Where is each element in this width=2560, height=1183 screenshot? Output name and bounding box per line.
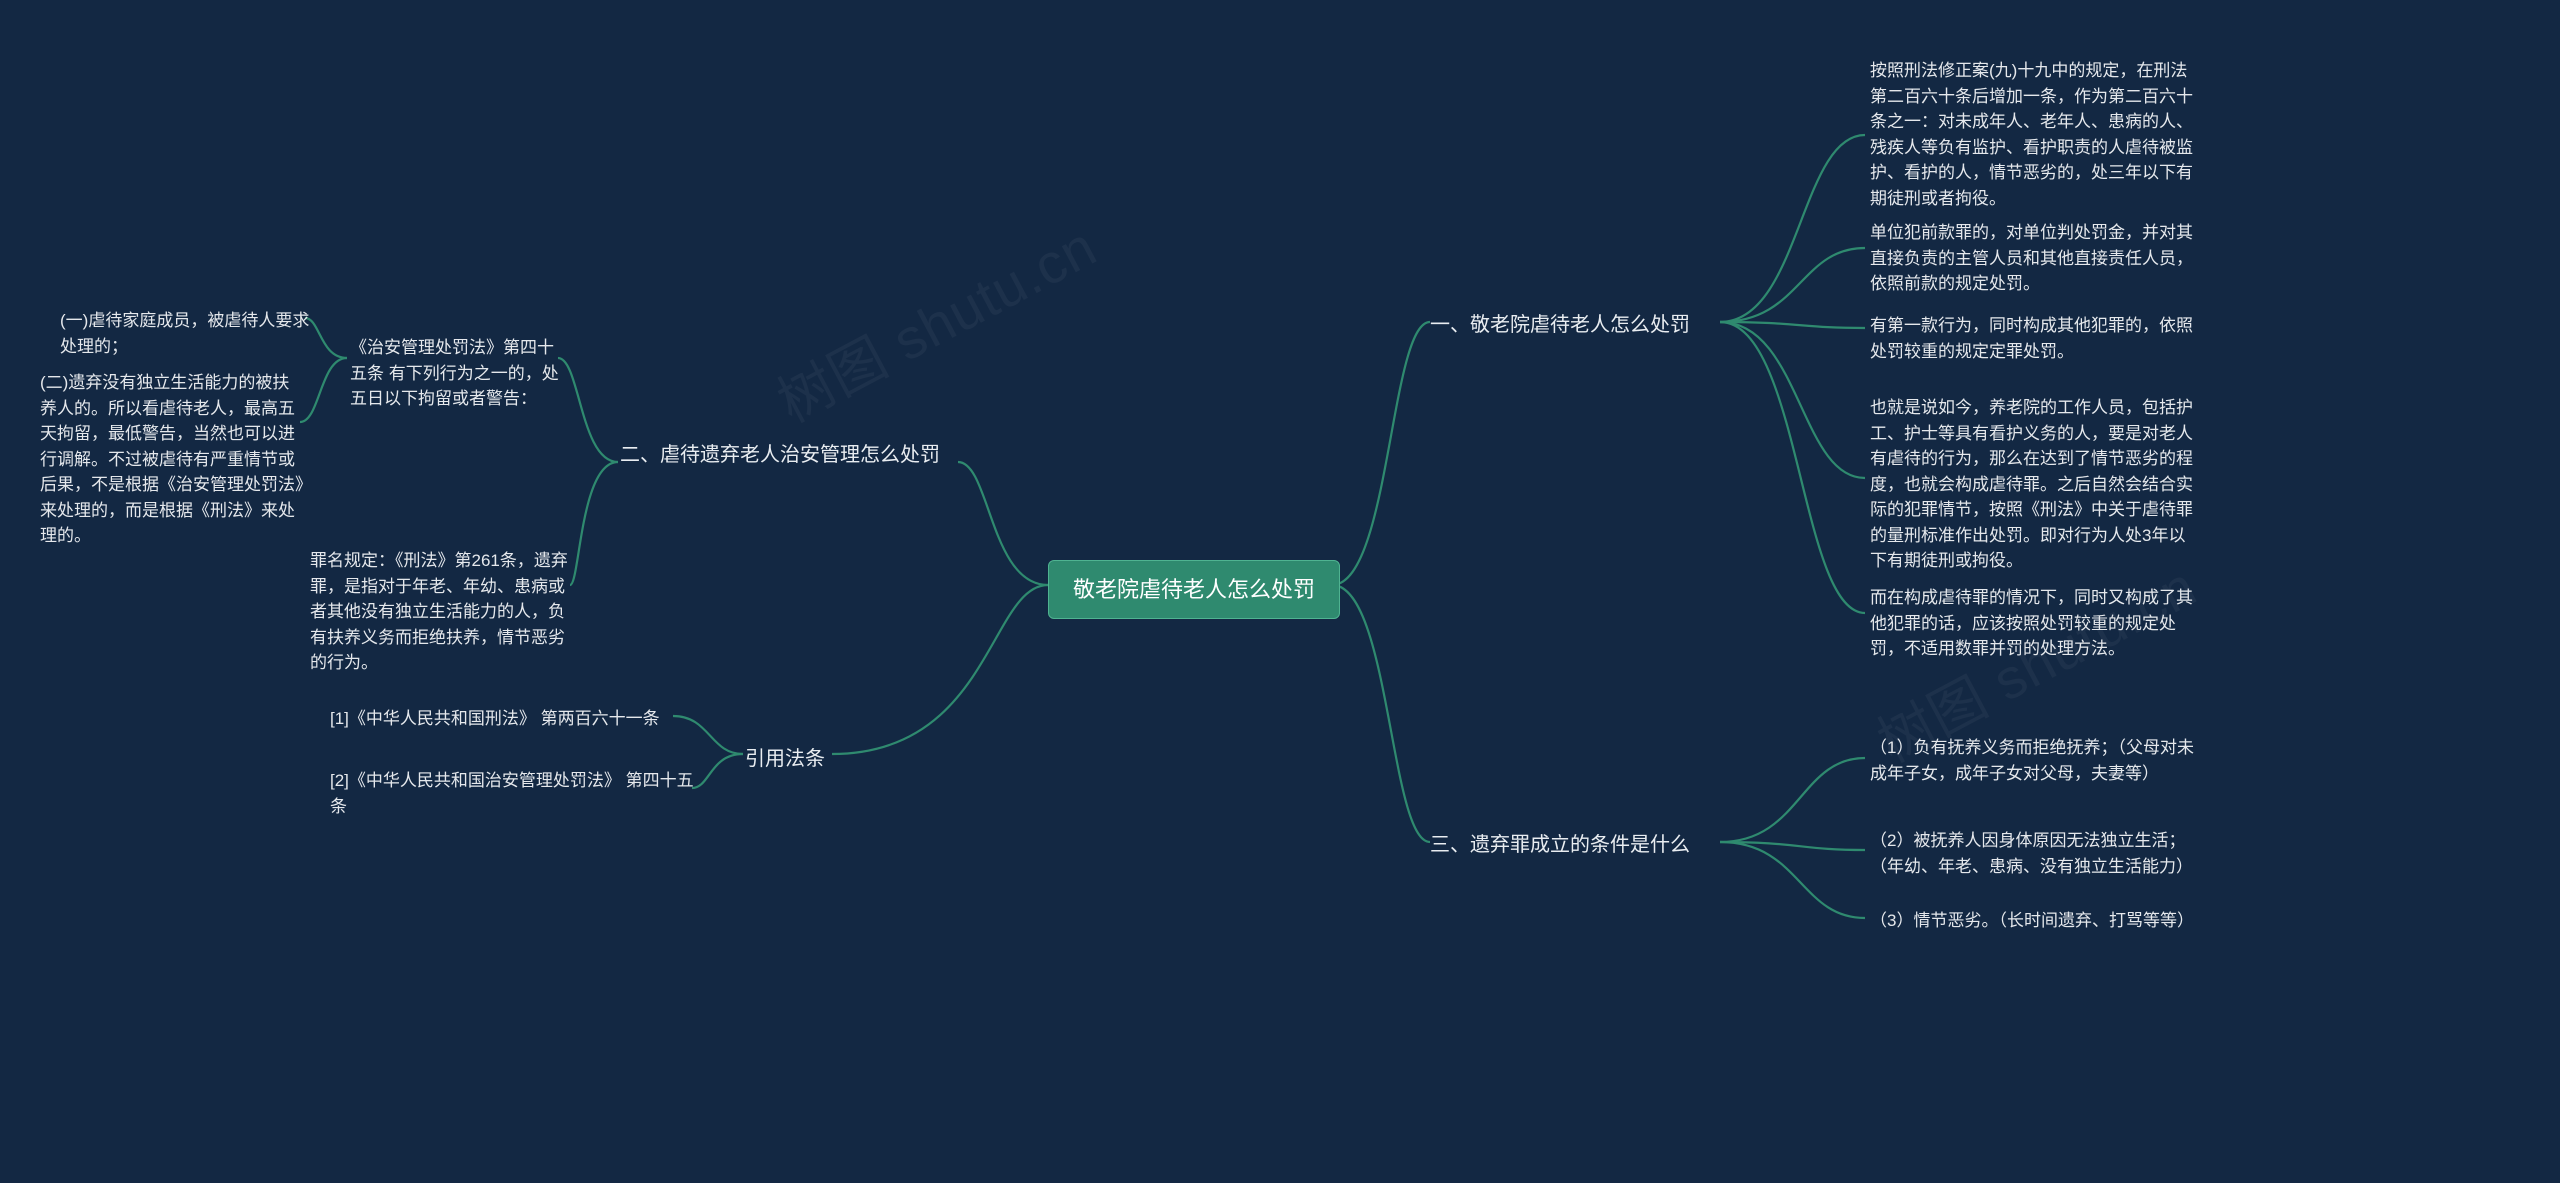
branch-section-3[interactable]: 三、遗弃罪成立的条件是什么 xyxy=(1430,830,1690,860)
leaf-r1-5: 而在构成虐待罪的情况下，同时又构成了其他犯罪的话，应该按照处罚较重的规定处罚，不… xyxy=(1870,585,2200,662)
leaf-l2-2: 罪名规定：《刑法》第261条，遗弃罪，是指对于年老、年幼、患病或者其他没有独立生… xyxy=(310,548,570,676)
leaf-r1-2: 单位犯前款罪的，对单位判处罚金，并对其直接负责的主管人员和其他直接责任人员，依照… xyxy=(1870,220,2200,297)
leaf-r1-1: 按照刑法修正案(九)十九中的规定，在刑法第二百六十条后增加一条，作为第二百六十条… xyxy=(1870,58,2200,211)
branch-citations[interactable]: 引用法条 xyxy=(745,744,825,774)
mindmap-root[interactable]: 敬老院虐待老人怎么处罚 xyxy=(1048,560,1340,619)
leaf-r1-4: 也就是说如今，养老院的工作人员，包括护工、护士等具有看护义务的人，要是对老人有虐… xyxy=(1870,395,2200,574)
leaf-l2-1-sub2: (二)遗弃没有独立生活能力的被扶养人的。所以看虐待老人，最高五天拘留，最低警告，… xyxy=(40,370,305,549)
leaf-r1-3: 有第一款行为，同时构成其他犯罪的，依照处罚较重的规定定罪处罚。 xyxy=(1870,313,2200,364)
leaf-l2-1: 《治安管理处罚法》第四十五条 有下列行为之一的，处五日以下拘留或者警告： xyxy=(350,335,560,412)
leaf-cite-2: [2]《中华人民共和国治安管理处罚法》 第四十五条 xyxy=(330,768,695,819)
branch-section-1[interactable]: 一、敬老院虐待老人怎么处罚 xyxy=(1430,310,1690,340)
branch-section-2[interactable]: 二、虐待遗弃老人治安管理怎么处罚 xyxy=(620,440,940,470)
leaf-cite-1: [1]《中华人民共和国刑法》 第两百六十一条 xyxy=(330,706,660,732)
leaf-l2-1-sub1: (一)虐待家庭成员，被虐待人要求处理的； xyxy=(60,308,310,359)
leaf-r3-1: （1）负有抚养义务而拒绝抚养；（父母对未成年子女，成年子女对父母，夫妻等） xyxy=(1870,735,2200,786)
leaf-r3-3: （3）情节恶劣。（长时间遗弃、打骂等等） xyxy=(1870,908,2194,934)
watermark: 树图 shutu.cn xyxy=(761,203,1108,439)
leaf-r3-2: （2）被抚养人因身体原因无法独立生活；（年幼、年老、患病、没有独立生活能力） xyxy=(1870,828,2200,879)
